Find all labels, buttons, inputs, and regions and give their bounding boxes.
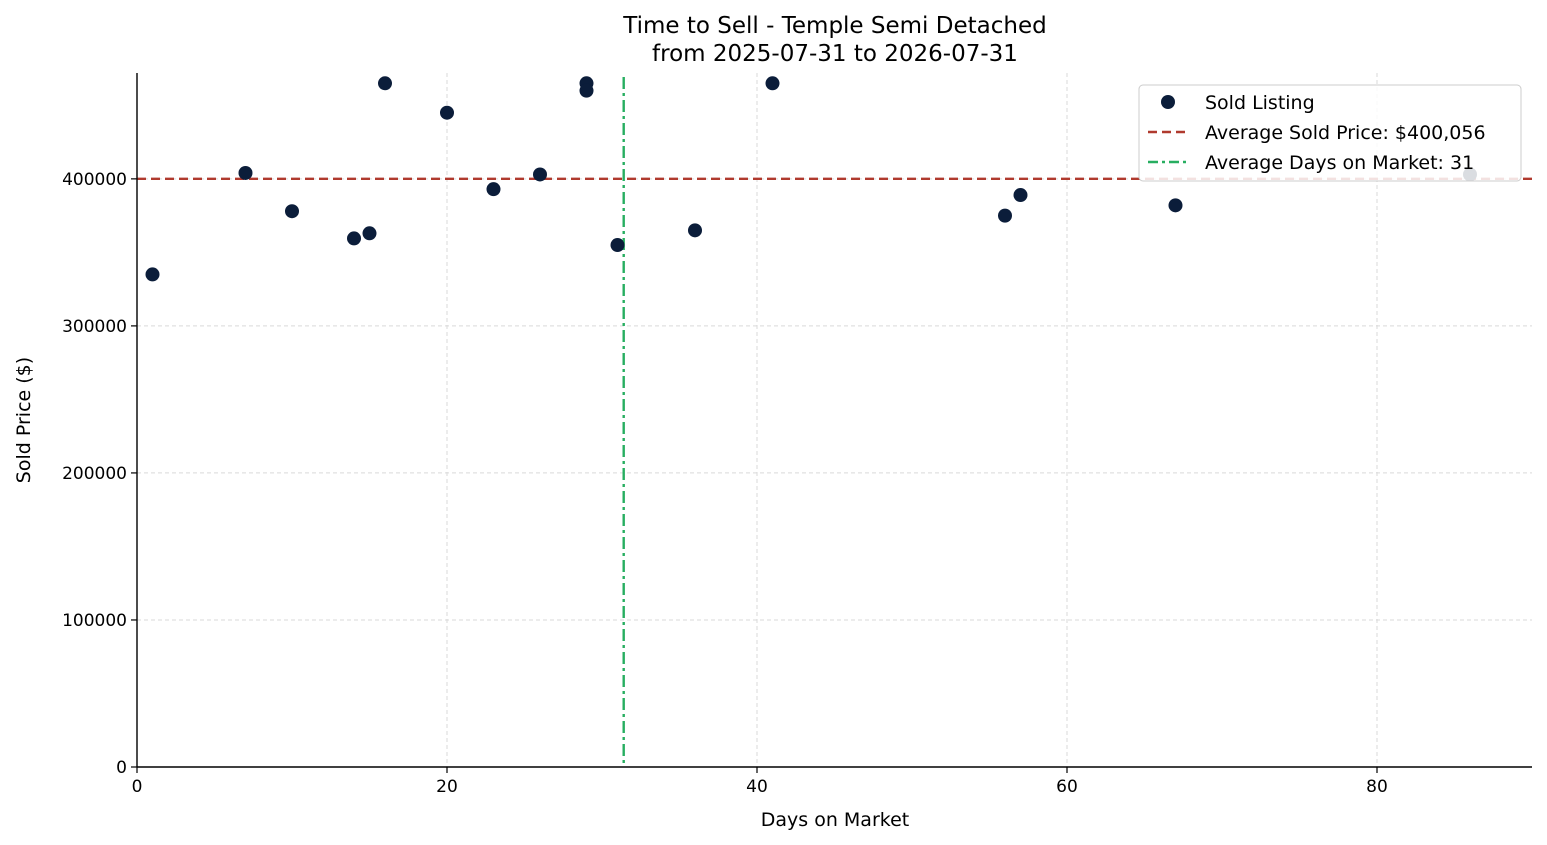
y-tick-label: 400000 xyxy=(62,170,127,190)
x-axis-title: Days on Market xyxy=(761,809,909,831)
x-tick-label: 0 xyxy=(132,777,143,797)
legend-label: Average Sold Price: $400,056 xyxy=(1205,122,1486,144)
x-tick-label: 40 xyxy=(746,777,768,797)
chart-title: Time to Sell - Temple Semi Detached xyxy=(622,13,1046,39)
x-tick-label: 60 xyxy=(1056,777,1078,797)
data-point xyxy=(1168,198,1183,213)
legend-label: Average Days on Market: 31 xyxy=(1205,152,1474,174)
data-point xyxy=(285,204,299,219)
data-point xyxy=(486,182,501,197)
data-point xyxy=(1013,188,1028,203)
x-tick-label: 80 xyxy=(1366,777,1388,797)
x-tick-label: 20 xyxy=(436,777,458,797)
data-point xyxy=(145,267,160,282)
y-tick-label: 0 xyxy=(116,758,127,778)
data-point xyxy=(998,208,1012,223)
y-tick-label: 100000 xyxy=(62,611,127,631)
axes xyxy=(131,73,1532,773)
legend-box xyxy=(1138,84,1522,182)
y-axis-title: Sold Price ($) xyxy=(13,357,35,483)
data-point xyxy=(765,76,780,91)
y-tick-label: 300000 xyxy=(62,317,127,337)
data-point xyxy=(362,226,377,241)
y-tick-label: 200000 xyxy=(62,464,127,484)
data-point xyxy=(579,83,594,98)
data-point xyxy=(610,238,625,253)
data-point xyxy=(533,167,547,182)
legend-label: Sold Listing xyxy=(1205,92,1315,114)
data-point xyxy=(238,165,253,180)
legend-marker xyxy=(1161,95,1175,109)
data-point xyxy=(440,105,454,120)
data-point xyxy=(347,231,361,246)
data-point xyxy=(378,76,392,91)
data-point xyxy=(688,223,702,238)
tick-labels: 0 20 40 60 80 0 100000 200000 300000 400000 xyxy=(62,170,1388,797)
chart-subtitle: from 2025-07-31 to 2026-07-31 xyxy=(652,41,1018,67)
legend: Sold Listing Average Sold Price: $400,056… xyxy=(1138,84,1522,182)
